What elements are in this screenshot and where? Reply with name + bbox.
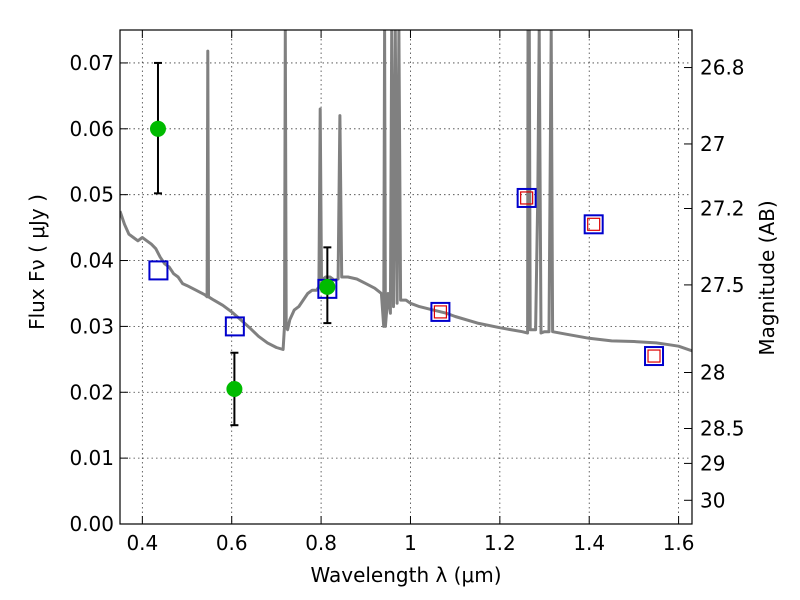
observed-flux-square xyxy=(587,217,601,231)
y-axis: 0.00 0.01 0.02 0.03 0.04 0.05 0.06 0.07 xyxy=(69,51,128,536)
model-flux-square xyxy=(516,187,537,208)
model-flux-square xyxy=(148,260,169,281)
x-tick-label: 0.6 xyxy=(216,531,248,555)
y-tick-label: 0.07 xyxy=(69,51,114,75)
plot-area xyxy=(120,30,692,427)
model-spectrum-line xyxy=(120,30,692,353)
y-tick-label: 0.05 xyxy=(69,183,114,207)
x-tick-label: 0.8 xyxy=(305,531,337,555)
model-flux-square xyxy=(224,316,245,337)
x-tick-label: 1.2 xyxy=(484,531,516,555)
y-tick-label: 0.02 xyxy=(69,380,114,404)
y-right-tick-label: 26.8 xyxy=(700,56,745,80)
observed-flux-square xyxy=(433,305,448,319)
y-tick-label: 0.01 xyxy=(69,446,114,470)
x-tick-label: 0.4 xyxy=(126,531,158,555)
y-right-tick-label: 30 xyxy=(700,488,725,512)
x-tick-label: 1.6 xyxy=(663,531,695,555)
measured-flux-point xyxy=(226,380,243,397)
measured-flux-point xyxy=(319,278,336,295)
y-right-tick-label: 29 xyxy=(700,451,725,475)
observed-flux-square xyxy=(520,191,534,205)
x-axis-label: Wavelength λ (μm) xyxy=(310,563,501,587)
model-flux-square xyxy=(644,346,665,367)
plot-frame xyxy=(119,29,693,525)
y-tick-label: 0.03 xyxy=(69,314,114,338)
y-tick-label: 0.06 xyxy=(69,117,114,141)
y-axis-right-label: Magnitude (AB) xyxy=(755,200,779,355)
x-axis: 0.4 0.6 0.8 1 1.2 1.4 1.6 xyxy=(126,30,695,555)
model-flux-square xyxy=(583,214,604,235)
observed-flux-square xyxy=(647,349,661,363)
x-tick-label: 1.4 xyxy=(573,531,605,555)
y-right-tick-label: 27.2 xyxy=(700,196,745,220)
y-tick-label: 0.00 xyxy=(69,512,114,536)
y-axis-right: 26.8 27 27.2 27.5 28 28.5 29 30 xyxy=(684,56,745,512)
x-tick-label: 1 xyxy=(404,531,417,555)
y-right-tick-label: 28.5 xyxy=(700,416,745,440)
model-flux-square xyxy=(430,301,451,322)
y-tick-label: 0.04 xyxy=(69,249,114,273)
y-right-tick-label: 27 xyxy=(700,132,725,156)
y-axis-label: Flux Fν ( μJy ) xyxy=(25,194,49,330)
y-right-tick-label: 28 xyxy=(700,361,725,385)
measured-flux-point xyxy=(149,120,166,137)
y-right-tick-label: 27.5 xyxy=(700,273,745,297)
